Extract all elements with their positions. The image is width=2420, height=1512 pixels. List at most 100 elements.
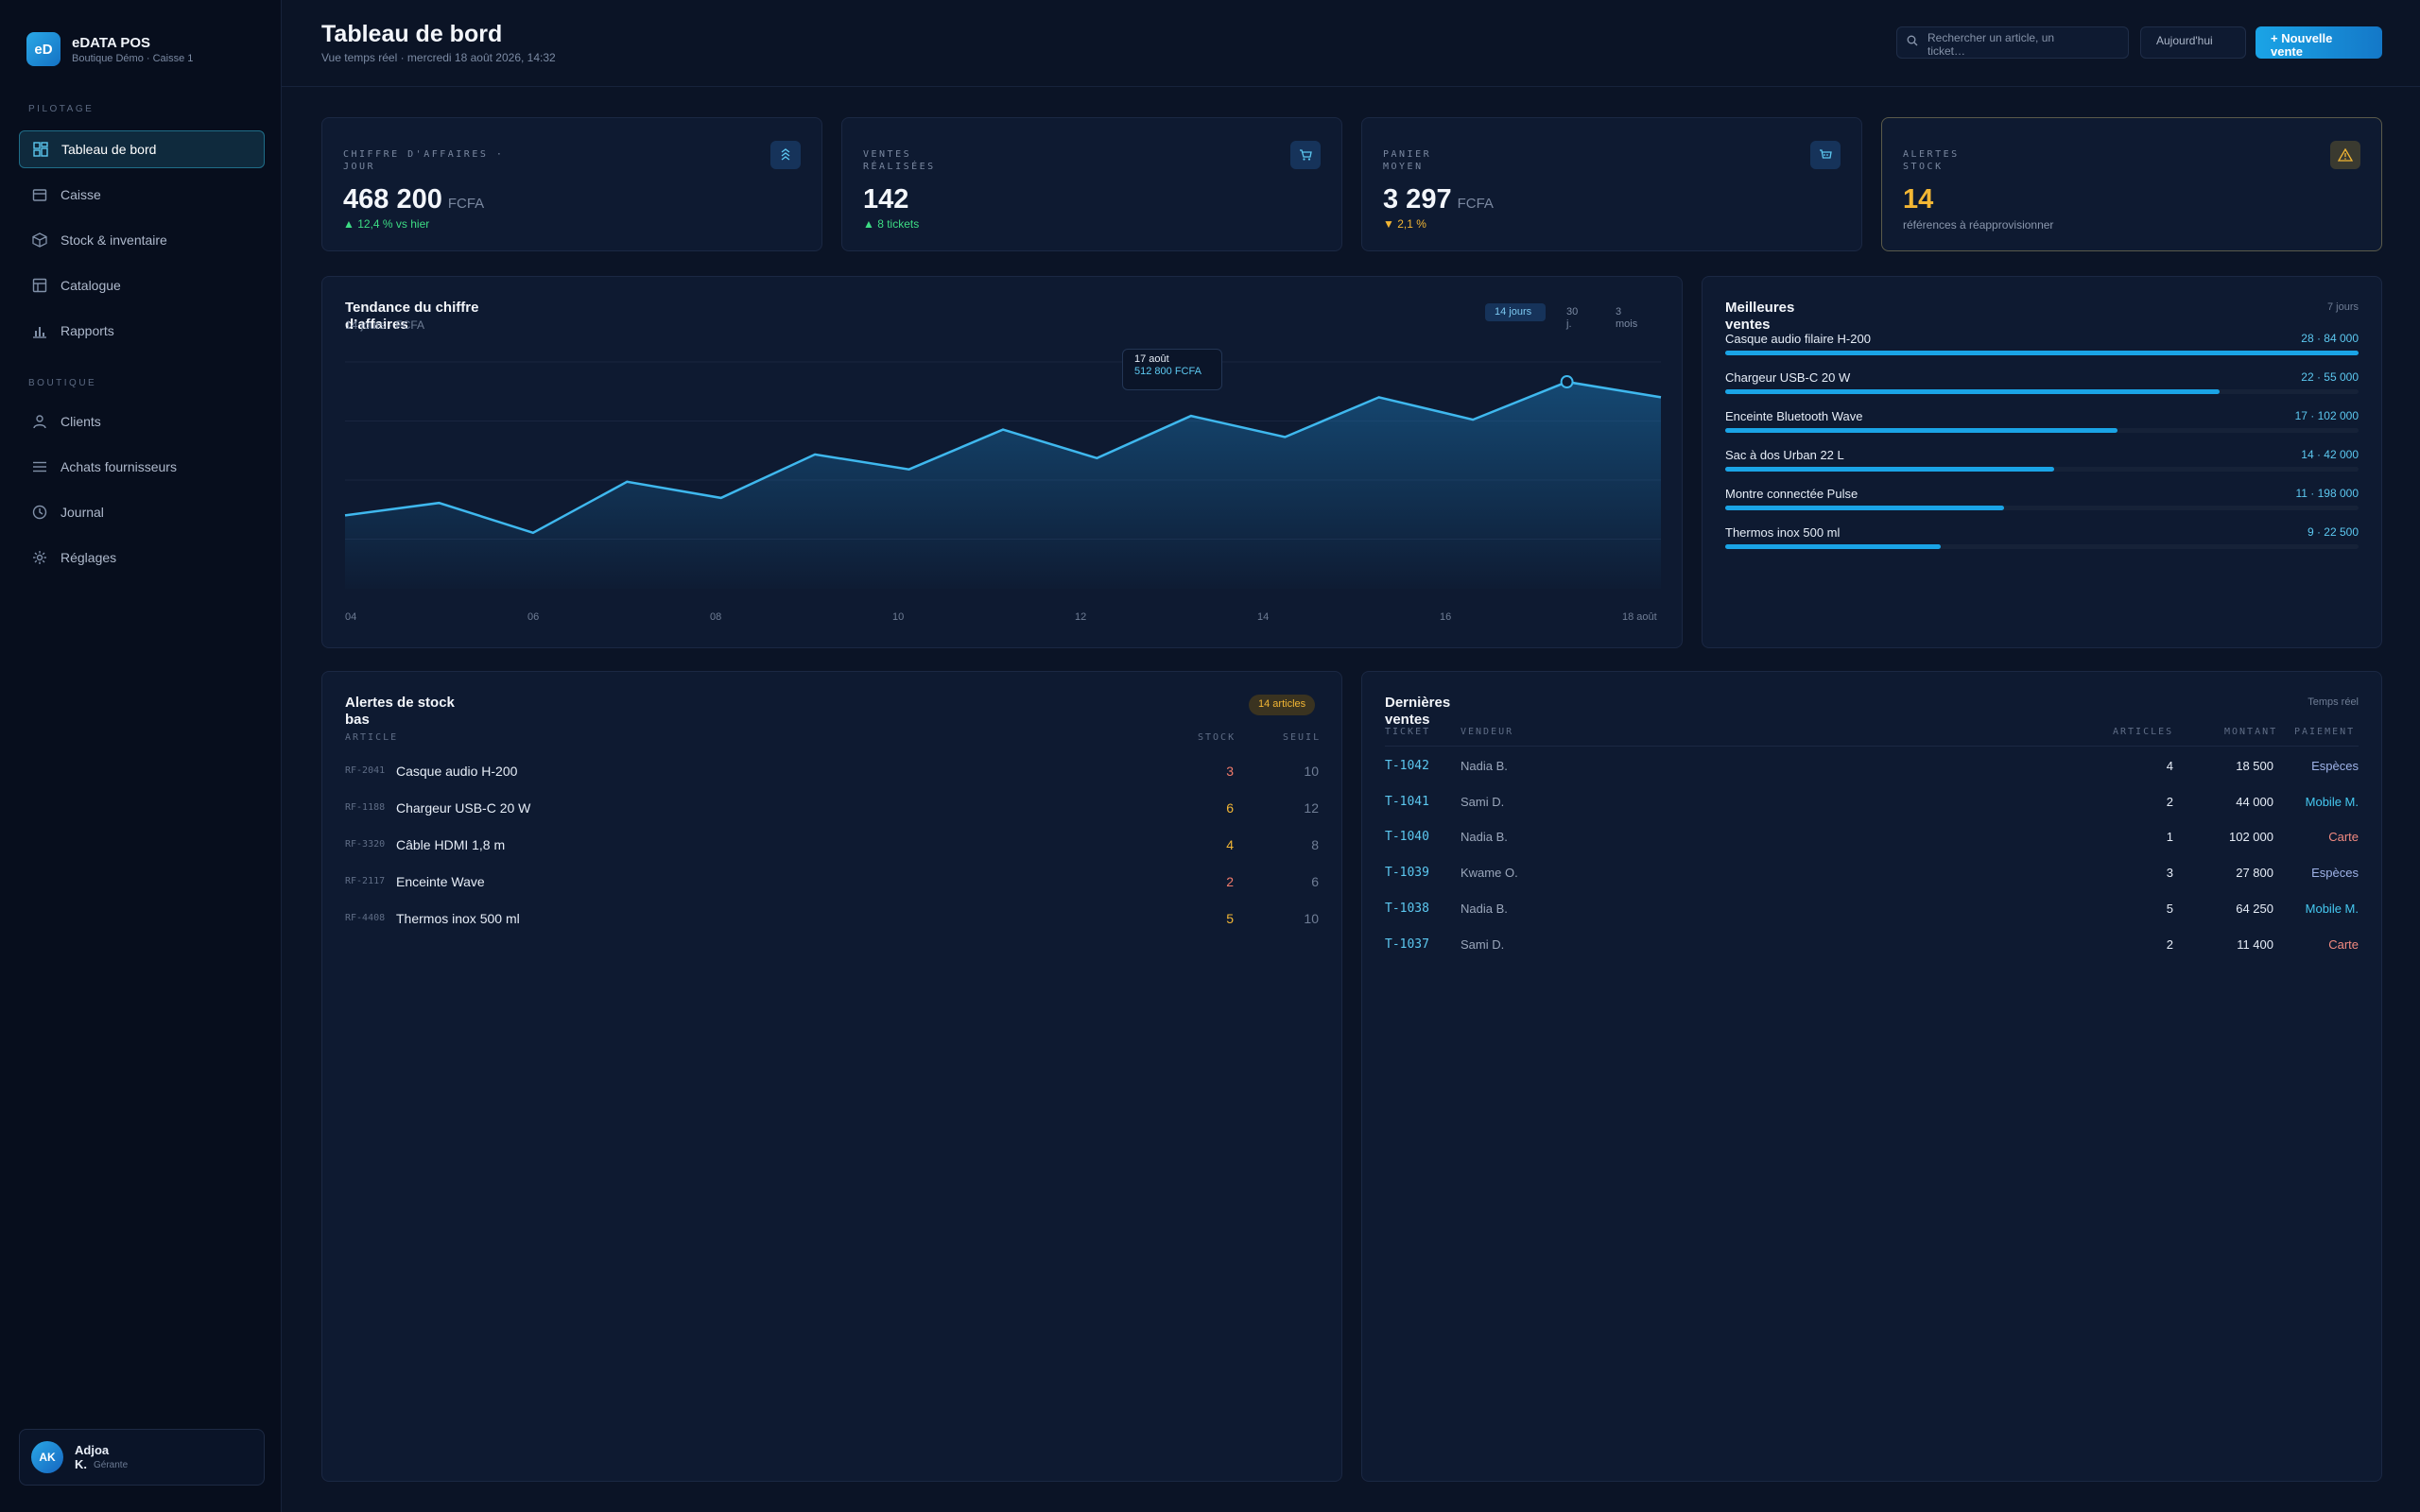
payment-method: Mobile M. [2305,901,2359,916]
best-sellers-period: 7 jours [2326,301,2359,313]
table-row[interactable]: T-1039 Kwame O. 3 27 800 Espèces [1385,866,2359,885]
sidebar-item-label: Catalogue [60,278,121,293]
sidebar-item-clients[interactable]: Clients [19,403,265,440]
sidebar-item-label: Tableau de bord [61,142,157,157]
column-header-vendeur: VENDEUR [1461,727,1514,737]
sidebar-item-label: Rapports [60,323,114,338]
sales-bar-fill [1725,351,2359,355]
product-sales: 14 · 42 000 [2301,448,2359,461]
sidebar-item-label: Clients [60,414,101,429]
period-tab-14-jours[interactable]: 14 jours [1485,303,1546,321]
article-name: Casque audio H-200 [396,764,518,779]
payment-method: Espèces [2311,759,2359,773]
article-count: 5 [2166,901,2173,916]
kpi-label: CHIFFRE D'AFFAIRES · JOUR [343,149,505,172]
stock-value: 3 [1226,764,1234,779]
highlighted-data-point[interactable] [1560,375,1574,389]
user-name: Adjoa K. [75,1443,110,1471]
seller-name: Sami D. [1461,936,1505,952]
table-row[interactable]: T-1037 Sami D. 2 11 400 Carte [1385,937,2359,956]
dashboard-icon [33,142,48,157]
catalog-icon [32,278,47,293]
period-tab-3-mois[interactable]: 3 mois [1616,306,1638,330]
sidebar-item-reglages[interactable]: Réglages [19,539,265,576]
stock-value: 2 [1226,874,1234,889]
best-sellers-panel: Meilleures ventes 7 jours Casque audio f… [1702,276,2382,648]
tooltip-date: 17 août [1134,353,1169,365]
kpi-delta: ▼ 2,1 % [1383,217,1426,231]
sidebar-item-caisse[interactable]: Caisse [19,176,265,214]
article-count: 4 [2166,759,2173,773]
sales-bar-track [1725,351,2359,355]
table-row[interactable]: RF-2117 Enceinte Wave 2 6 [345,874,1319,893]
register-icon [32,187,47,202]
best-sellers-title: Meilleures ventes [1725,300,1795,333]
bar-chart-icon [32,323,47,338]
search-placeholder: Rechercher un article, un ticket… [1927,31,2055,58]
table-row[interactable]: T-1041 Sami D. 2 44 000 Mobile M. [1385,795,2359,814]
table-row[interactable]: RF-2041 Casque audio H-200 3 10 [345,764,1319,782]
header: Tableau de bord Vue temps réel · mercred… [282,0,2420,87]
kpi-card-sales: VENTES RÉALISÉES 142 ▲ 8 tickets [841,117,1342,251]
sidebar-item-tableau-de-bord[interactable]: Tableau de bord [19,130,265,168]
period-tab-30-jours[interactable]: 30 j. [1566,306,1579,330]
date-filter-select[interactable]: Aujourd'hui [2140,26,2246,59]
column-header-paiement: PAIEMENT [2294,727,2356,737]
product-name: Thermos inox 500 ml [1725,525,1841,540]
table-row[interactable]: RF-1188 Chargeur USB-C 20 W 6 12 [345,800,1319,819]
seller-name: Nadia B. [1461,830,1508,845]
seller-name: Nadia B. [1461,759,1508,773]
kpi-value: 3 297 FCFA [1383,184,1494,215]
amount: 27 800 [2236,866,2273,881]
product-name: Sac à dos Urban 22 L [1725,448,1844,462]
trend-panel: Tendance du chiffre d’affaires 14 jours … [321,276,1683,648]
product-sales: 11 · 198 000 [2295,487,2360,500]
nav-section-boutique: BOUTIQUE [28,378,97,388]
ticket-id: T-1042 [1385,759,1429,773]
threshold-value: 10 [1304,764,1319,779]
sidebar-item-label: Stock & inventaire [60,232,167,248]
box-icon [32,232,47,248]
kpi-card-stock-alerts[interactable]: ALERTES STOCK 14 références à réapprovis… [1881,117,2382,251]
amount: 11 400 [2237,936,2273,952]
sales-bar-fill [1725,467,2055,472]
search-input[interactable]: Rechercher un article, un ticket… [1896,26,2129,59]
sidebar-item-achats[interactable]: Achats fournisseurs [19,448,265,486]
sidebar-item-label: Caisse [60,187,101,202]
sidebar: eD eDATA POS Boutique Démo · Caisse 1 PI… [0,0,282,1512]
x-tick-label: 18 août [1622,611,1657,623]
sidebar-item-label: Réglages [60,550,117,565]
column-header-articles: ARTICLES [2113,727,2174,737]
article-name: Thermos inox 500 ml [396,911,520,926]
sidebar-item-stock[interactable]: Stock & inventaire [19,221,265,259]
seller-name: Sami D. [1461,794,1505,809]
table-row[interactable]: RF-3320 Câble HDMI 1,8 m 4 8 [345,837,1319,856]
kpi-delta: ▲ 12,4 % vs hier [343,217,430,231]
user-card[interactable]: AK Adjoa K. Gérante [19,1429,265,1486]
article-ref: RF-2041 [345,765,386,776]
article-name: Enceinte Wave [396,874,485,889]
sidebar-item-rapports[interactable]: Rapports [19,312,265,350]
kpi-unit: FCFA [1457,196,1494,212]
brand[interactable]: eD eDATA POS Boutique Démo · Caisse 1 [26,32,193,66]
x-tick-label: 06 [527,611,540,623]
payment-method: Espèces [2311,866,2359,881]
sidebar-item-catalogue[interactable]: Catalogue [19,266,265,304]
stock-alerts-title: Alertes de stock bas [345,695,455,728]
recent-sales-panel: Dernières ventes Temps réel TICKET VENDE… [1361,671,2382,1482]
table-row[interactable]: T-1042 Nadia B. 4 18 500 Espèces [1385,759,2359,778]
sidebar-item-journal[interactable]: Journal [19,493,265,531]
article-count: 1 [2166,830,2173,845]
table-row[interactable]: T-1040 Nadia B. 1 102 000 Carte [1385,830,2359,849]
new-sale-button[interactable]: + Nouvelle vente [2256,26,2382,59]
kpi-label: PANIER MOYEN [1383,149,1432,172]
cart-icon [1290,141,1321,169]
table-row[interactable]: T-1038 Nadia B. 5 64 250 Mobile M. [1385,902,2359,920]
column-header-seuil: SEUIL [1283,732,1322,743]
stock-alerts-badge[interactable]: 14 articles [1249,695,1316,715]
product-name: Montre connectée Pulse [1725,487,1858,501]
table-row[interactable]: RF-4408 Thermos inox 500 ml 5 10 [345,911,1319,930]
article-ref: RF-4408 [345,913,386,923]
page-subtitle: Vue temps réel · mercredi 18 août 2026, … [321,51,556,64]
ticket-id: T-1040 [1385,830,1429,845]
